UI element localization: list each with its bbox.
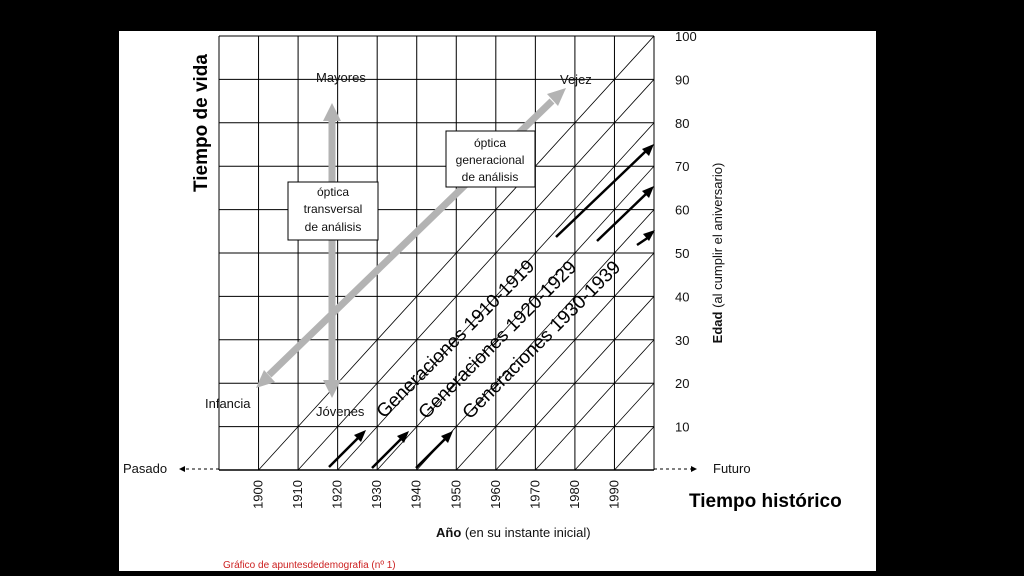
box-generacional-line1: óptica [474, 136, 506, 150]
future-arrowhead [691, 466, 697, 472]
x-title-rest: (en su instante inicial) [461, 525, 590, 540]
age-tick-label: 30 [675, 333, 689, 348]
gen1-arrow-high [555, 150, 647, 238]
gen1-arrow-low [328, 436, 360, 468]
gen3-arrow-low [415, 437, 447, 469]
label-vejez: Vejez [560, 72, 592, 87]
lifeline [376, 165, 654, 470]
credit-note: Gráfico de apuntesdedemografia (nº 1) [223, 560, 396, 571]
x-title-bold: Año [436, 525, 461, 540]
lifeline [297, 78, 654, 470]
box-generacional: óptica generacional de análisis [445, 130, 536, 188]
age-tick-label: 80 [675, 116, 689, 131]
lifeline [455, 252, 654, 470]
box-generacional-line3: de análisis [462, 170, 519, 184]
year-tick-label: 1990 [606, 480, 621, 509]
box-transversal: óptica transversal de análisis [287, 181, 379, 241]
gen1-arrow-high-head [642, 144, 654, 156]
lifeline [495, 295, 654, 470]
age-tick-label: 50 [675, 246, 689, 261]
year-tick-label: 1950 [448, 480, 463, 509]
gen2-arrow-low-head [397, 431, 409, 443]
cohort-lifelines [258, 36, 876, 470]
gen2-arrow-high-head [642, 186, 654, 198]
lifeline [812, 36, 876, 470]
grid [218, 35, 655, 471]
year-tick-label: 1920 [330, 480, 345, 509]
lifeline [733, 36, 876, 470]
past-arrowhead [179, 466, 185, 472]
gen2-arrow-low [371, 437, 403, 469]
gen2-arrow-high [596, 192, 648, 242]
year-tick-label: 1960 [488, 480, 503, 509]
age-tick-label: 20 [675, 376, 689, 391]
past-label: Pasado [123, 461, 167, 476]
y-right-title: Edad (al cumplir el aniversario) [710, 163, 725, 344]
year-tick-label: 1910 [290, 480, 305, 509]
label-mayores: Mayores [316, 70, 366, 85]
slide: 10 20 30 40 50 60 70 80 90 100 1900 1910 1920 1930 19… [119, 31, 876, 571]
year-tick-label: 1940 [409, 480, 424, 509]
age-tick-label: 60 [675, 203, 689, 218]
y-right-title-bold: Edad [710, 311, 725, 343]
box-transversal-line1: óptica [317, 185, 349, 199]
generation-arrows [328, 144, 655, 469]
x-big-title: Tiempo histórico [689, 491, 842, 512]
lifeline [852, 36, 876, 470]
future-label: Futuro [713, 461, 751, 476]
generational-arrow-top-head [547, 88, 566, 106]
lifeline [535, 339, 654, 470]
lifeline [258, 36, 654, 470]
transversal-arrow-bottom-head [323, 380, 341, 398]
y-right-title-rest: (al cumplir el aniversario) [710, 163, 725, 312]
gen3-arrow-low-head [441, 431, 453, 443]
x-title: Año (en su instante inicial) [436, 525, 591, 540]
year-axis-ticks: 1900 1910 1920 1930 1940 1950 1960 1970 1980 1990 [251, 480, 622, 509]
age-tick-label: 90 [675, 72, 689, 87]
y-left-title: Tiempo de vida [191, 54, 212, 192]
box-generacional-line2: generacional [456, 153, 525, 167]
label-jovenes: Jóvenes [316, 404, 365, 419]
lifeline [337, 122, 654, 470]
gen1-arrow-low-head [354, 430, 366, 442]
year-tick-label: 1930 [369, 480, 384, 509]
box-transversal-line2: transversal [304, 202, 363, 216]
lifeline [416, 209, 654, 470]
age-tick-label: 70 [675, 159, 689, 174]
transversal-arrow-top-head [323, 103, 341, 121]
label-infancia: Infancia [205, 396, 251, 411]
gen3-arrow-high-head [643, 230, 655, 241]
age-tick-label: 100 [675, 31, 697, 44]
age-tick-label: 40 [675, 289, 689, 304]
year-tick-label: 1970 [527, 480, 542, 509]
generational-arrow-bottom-head [256, 370, 275, 388]
lifeline [773, 36, 876, 470]
box-transversal-line3: de análisis [305, 220, 362, 234]
age-tick-label: 10 [675, 420, 689, 435]
year-tick-label: 1980 [567, 480, 582, 509]
age-axis-ticks: 10 20 30 40 50 60 70 80 90 100 [675, 31, 697, 435]
lifeline [574, 382, 654, 470]
year-tick-label: 1900 [251, 480, 266, 509]
